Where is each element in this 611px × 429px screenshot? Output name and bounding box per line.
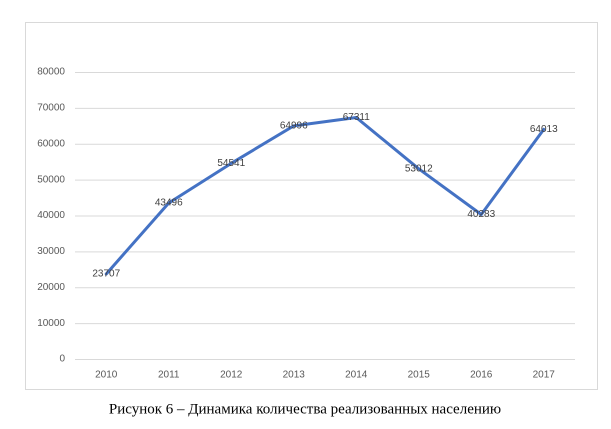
line: [104, 116, 546, 276]
x-tick-label: 2014: [345, 370, 368, 381]
y-tick-label: 30000: [37, 246, 65, 257]
y-tick-label: 0: [59, 354, 65, 365]
y-tick-label: 40000: [37, 210, 65, 221]
y-tick-label: 50000: [37, 174, 65, 185]
data-label: 64996: [280, 120, 308, 131]
x-tick-label: 2013: [283, 370, 306, 381]
x-tick-label: 2017: [533, 370, 556, 381]
x-tick-label: 2015: [408, 370, 431, 381]
chart-frame: [25, 22, 598, 390]
y-tick-label: 80000: [37, 67, 65, 78]
y-tick-label: 10000: [37, 318, 65, 329]
x-tick-label: 2016: [470, 370, 493, 381]
data-label: 67311: [343, 112, 371, 123]
y-tick-label: 20000: [37, 282, 65, 293]
data-label: 23707: [92, 269, 120, 280]
data-label: 54541: [217, 158, 245, 169]
y-tick-label: 70000: [37, 103, 65, 114]
data-label: 43496: [155, 198, 183, 209]
x-tick-label: 2012: [220, 370, 243, 381]
x-tick-label: 2011: [158, 370, 180, 381]
data-label: 53012: [405, 163, 433, 174]
data-label: 64013: [530, 124, 558, 135]
y-tick-label: 60000: [37, 138, 65, 149]
x-tick-label: 2010: [95, 370, 118, 381]
caption: Рисунок 6 – Динамика количества реализов…: [109, 401, 501, 417]
data-label: 40283: [467, 209, 495, 220]
